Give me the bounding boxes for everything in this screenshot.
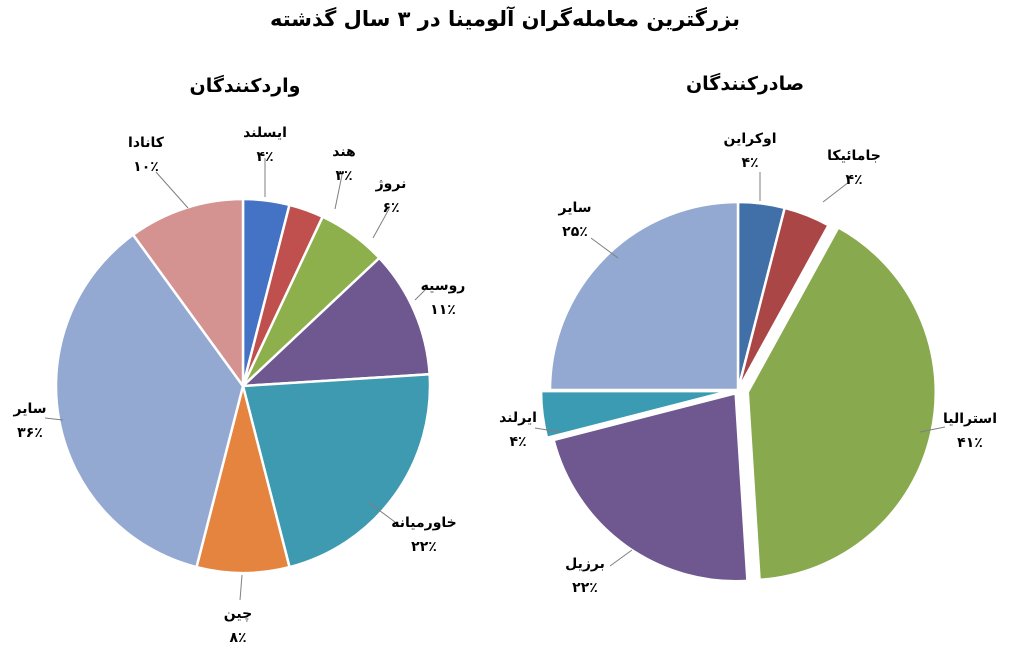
- slice-value-label: ۴۱٪: [957, 435, 983, 451]
- pie-slice: [746, 225, 937, 582]
- slice-label: برزیل: [565, 556, 605, 572]
- leader-line: [239, 574, 243, 601]
- leader-line: [334, 174, 343, 210]
- slice-label: ایسلند: [243, 125, 287, 141]
- pie-slice: [54, 232, 245, 569]
- importers-title: واردکنندگان: [190, 74, 301, 97]
- leader-line: [414, 286, 429, 301]
- slice-value-label: ۶٪: [382, 200, 399, 216]
- pie-slice: [239, 256, 431, 388]
- leader-line: [919, 426, 946, 433]
- leader-line: [822, 181, 850, 203]
- slice-value-label: ۲۵٪: [562, 224, 588, 240]
- slice-value-label: ۴٪: [741, 155, 758, 171]
- slice-value-label: ۴٪: [256, 149, 273, 165]
- leader-line: [609, 549, 633, 567]
- pie-slice: [241, 372, 432, 569]
- slice-label: هند: [332, 144, 356, 160]
- slice-label: چین: [224, 606, 252, 622]
- exporters-title: صادرکنندگان: [686, 72, 804, 95]
- slice-label: سایر: [558, 200, 592, 216]
- slice-value-label: ۳۶٪: [17, 425, 43, 441]
- slice-label: نروژ: [375, 176, 407, 192]
- slice-label: جامائیکا: [827, 148, 881, 164]
- slice-value-label: ۳٪: [335, 168, 352, 184]
- slice-label: سایر: [13, 401, 47, 417]
- pie-slice: [194, 385, 292, 575]
- leader-line: [372, 208, 390, 239]
- slice-label: اوکراین: [723, 131, 776, 147]
- leader-line: [534, 427, 561, 433]
- slice-label: خاورمیانه: [391, 515, 457, 531]
- pie-slice: [736, 206, 831, 391]
- slice-value-label: ۴٪: [509, 434, 526, 450]
- pie-slice: [539, 389, 730, 440]
- slice-value-label: ۱۰٪: [133, 159, 159, 175]
- slice-label: روسیه: [421, 278, 466, 294]
- slice-label: کانادا: [128, 135, 165, 151]
- slice-value-label: ۱۱٪: [430, 302, 456, 318]
- slice-value-label: ۲۲٪: [411, 539, 437, 555]
- slice-value-label: ۸٪: [229, 630, 246, 646]
- leader-line: [44, 417, 64, 421]
- leader-line: [155, 171, 189, 209]
- pie-slice: [552, 391, 749, 583]
- pie-slice: [548, 200, 740, 392]
- pie-slice: [131, 197, 245, 390]
- exporters-pie: اوکراین ۴٪ جامائیکا ۴٪ استرالیا ۴۱٪ برزیل ۲۲٪ ای…: [499, 131, 997, 596]
- leader-line: [367, 501, 396, 523]
- leader-line: [590, 237, 619, 259]
- slice-label: استرالیا: [943, 411, 997, 427]
- slice-value-label: ۴٪: [845, 172, 862, 188]
- slice-label: ایرلند: [499, 410, 537, 426]
- slice-value-label: ۲۲٪: [572, 580, 598, 596]
- chart-title: بزرگترین معامله‌گران آلومینا در ۳ سال گذ…: [270, 6, 740, 31]
- importers-pie: ایسلند ۴٪ هند ۳٪ نروژ ۶٪ روسیه ۱۱٪ خاورمیانه ۲۲٪ چ…: [13, 125, 466, 646]
